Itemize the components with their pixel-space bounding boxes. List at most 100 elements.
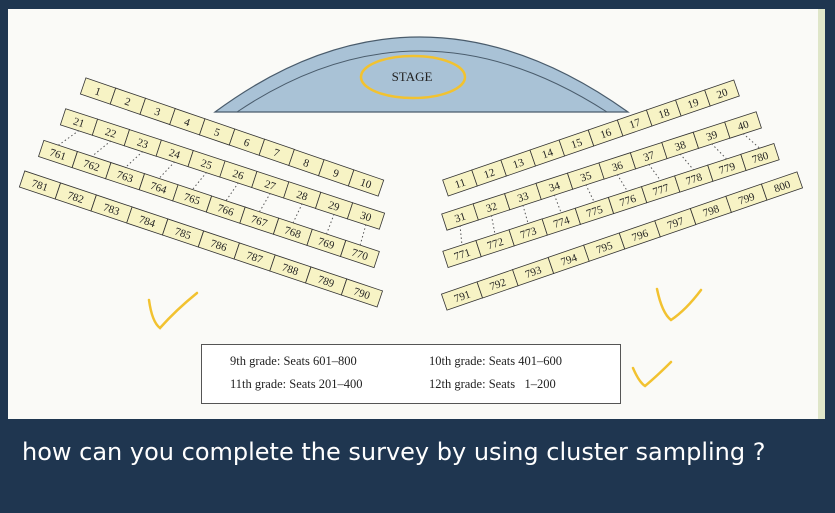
seat-box xyxy=(346,202,386,230)
seat-number: 8 xyxy=(302,157,312,170)
seat-number: 783 xyxy=(102,202,122,219)
seat-number: 11 xyxy=(453,177,467,192)
seat-26: 26 xyxy=(219,160,258,189)
seat-number: 20 xyxy=(715,86,730,101)
seat-767: 767 xyxy=(239,206,280,235)
seat-761: 761 xyxy=(38,139,78,169)
frame-edge xyxy=(825,9,835,419)
skipped-rows-dots xyxy=(57,130,80,146)
seat-number: 787 xyxy=(245,250,265,267)
skipped-rows-dots xyxy=(522,204,529,225)
seat-784: 784 xyxy=(126,206,169,236)
seat-28: 28 xyxy=(283,181,322,209)
seat-number: 13 xyxy=(511,156,526,171)
seat-number: 791 xyxy=(453,289,473,306)
seat-number: 4 xyxy=(182,116,192,129)
seat-number: 788 xyxy=(280,262,300,279)
seat-number: 21 xyxy=(72,116,86,131)
annotations xyxy=(147,287,703,388)
seat-number: 781 xyxy=(30,178,49,195)
seat-number: 780 xyxy=(751,150,771,167)
seat-number: 1 xyxy=(93,85,102,98)
seat-number: 778 xyxy=(684,171,704,188)
seat-14: 14 xyxy=(529,139,566,167)
seat-number: 3 xyxy=(153,106,163,119)
seat-number: 38 xyxy=(673,139,688,154)
skipped-rows-dots xyxy=(91,140,112,157)
skipped-rows-dots xyxy=(225,182,239,202)
seat-number: 798 xyxy=(701,203,721,220)
legend-grade10: 10th grade: Seats 401–600 xyxy=(429,354,562,368)
seat-number: 785 xyxy=(173,226,193,243)
seat-number: 793 xyxy=(524,264,544,281)
seat-776: 776 xyxy=(607,186,648,215)
seat-775: 775 xyxy=(574,196,615,225)
seat-766: 766 xyxy=(205,195,246,224)
legend-grade12: 12th grade: Seats 1–200 xyxy=(429,377,556,391)
seat-792: 792 xyxy=(476,269,519,299)
skipped-rows-dots xyxy=(292,203,303,224)
seat-number: 789 xyxy=(316,274,336,291)
seat-770: 770 xyxy=(340,239,380,269)
seat-number: 12 xyxy=(482,166,496,181)
question-text: how can you complete the survey by using… xyxy=(22,438,766,466)
seat-number: 765 xyxy=(182,191,202,208)
seat-number: 763 xyxy=(115,169,135,186)
seat-number: 761 xyxy=(48,147,67,164)
seat-number: 28 xyxy=(295,189,310,204)
seat-25: 25 xyxy=(187,149,226,178)
seat-number: 2 xyxy=(123,96,132,109)
seat-number: 769 xyxy=(316,236,336,253)
seat-number: 30 xyxy=(359,210,374,225)
seat-number: 26 xyxy=(231,168,246,183)
seat-number: 774 xyxy=(552,214,572,231)
seat-box xyxy=(724,111,762,139)
skipped-rows-dots xyxy=(648,163,662,182)
seat-773: 773 xyxy=(508,218,548,247)
seat-13: 13 xyxy=(500,149,537,177)
seat-number: 17 xyxy=(628,116,643,131)
seat-number: 39 xyxy=(705,129,720,144)
seat-number: 35 xyxy=(579,169,594,184)
legend-grade9: 9th grade: Seats 601–800 xyxy=(230,354,357,368)
seat-number: 796 xyxy=(630,227,650,244)
seat-774: 774 xyxy=(541,207,581,236)
seat-number: 786 xyxy=(209,238,229,255)
seat-32: 32 xyxy=(472,193,511,221)
seat-number: 25 xyxy=(199,157,214,172)
seat-33: 33 xyxy=(504,182,542,211)
seat-number: 764 xyxy=(149,180,169,197)
seat-number: 797 xyxy=(666,215,686,232)
seat-765: 765 xyxy=(172,184,213,213)
seat-15: 15 xyxy=(558,129,595,157)
seat-5: 5 xyxy=(198,118,236,146)
seat-2: 2 xyxy=(109,87,147,115)
seat-20: 20 xyxy=(704,79,740,107)
seat-number: 794 xyxy=(559,252,579,269)
seat-789: 789 xyxy=(305,266,348,296)
seat-number: 773 xyxy=(519,225,539,242)
seat-rows: 1234567891021222324252627282930761762763… xyxy=(18,77,804,311)
seat-number: 782 xyxy=(66,190,85,207)
seat-797: 797 xyxy=(654,208,697,238)
seat-number: 770 xyxy=(350,247,370,264)
seat-790: 790 xyxy=(340,278,384,308)
skipped-rows-dots xyxy=(359,224,367,246)
seat-778: 778 xyxy=(674,164,714,193)
seat-768: 768 xyxy=(272,217,313,246)
seat-16: 16 xyxy=(587,119,624,147)
seat-37: 37 xyxy=(629,141,668,170)
seat-36: 36 xyxy=(598,152,637,180)
slide-edge xyxy=(818,9,825,419)
seat-number: 772 xyxy=(486,236,505,253)
seat-number: 18 xyxy=(657,106,672,121)
seat-780: 780 xyxy=(740,143,780,171)
seat-number: 6 xyxy=(242,136,252,149)
seat-791: 791 xyxy=(440,281,484,311)
seat-number: 5 xyxy=(212,126,222,139)
seat-number: 779 xyxy=(718,160,738,177)
seat-1: 1 xyxy=(79,77,117,105)
skipped-rows-dots xyxy=(158,161,176,180)
row-gap-dots xyxy=(57,130,761,246)
seat-779: 779 xyxy=(707,153,747,182)
